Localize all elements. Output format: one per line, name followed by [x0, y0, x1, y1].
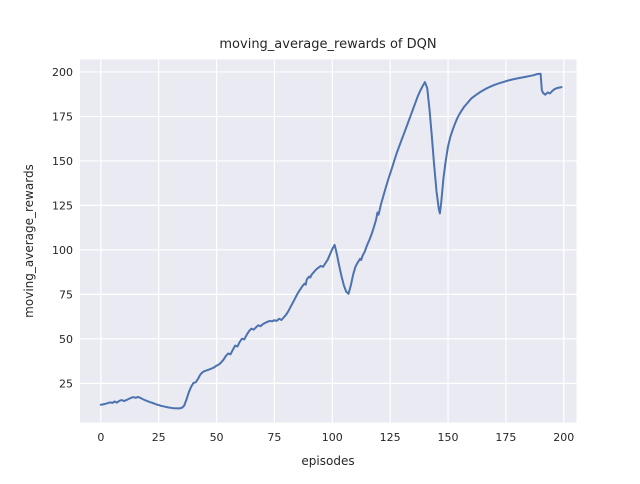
y-axis-ticks: 25 50 75 100 125 150 175 200 — [52, 66, 73, 390]
y-tick-label: 50 — [59, 333, 73, 346]
y-tick-label: 125 — [52, 199, 73, 212]
x-tick-label: 200 — [553, 431, 574, 444]
y-tick-label: 25 — [59, 377, 73, 390]
x-tick-label: 0 — [97, 431, 104, 444]
x-axis-ticks: 0 25 50 75 100 125 150 175 200 — [97, 431, 574, 444]
grid-lines — [80, 59, 577, 423]
x-tick-label: 175 — [495, 431, 516, 444]
x-tick-label: 50 — [210, 431, 224, 444]
x-tick-label: 100 — [322, 431, 343, 444]
line-series — [99, 72, 563, 410]
y-tick-label: 150 — [52, 155, 73, 168]
y-axis-label: moving_average_rewards — [22, 164, 36, 318]
x-tick-label: 150 — [438, 431, 459, 444]
chart-title: moving_average_rewards of DQN — [219, 37, 436, 52]
y-tick-label: 200 — [52, 66, 73, 79]
x-tick-label: 75 — [267, 431, 281, 444]
y-tick-label: 175 — [52, 110, 73, 123]
y-tick-label: 75 — [59, 288, 73, 301]
x-tick-label: 125 — [380, 431, 401, 444]
x-tick-label: 25 — [152, 431, 166, 444]
plot-area — [80, 59, 577, 423]
x-axis-label: episodes — [301, 454, 354, 468]
y-tick-label: 100 — [52, 244, 73, 257]
